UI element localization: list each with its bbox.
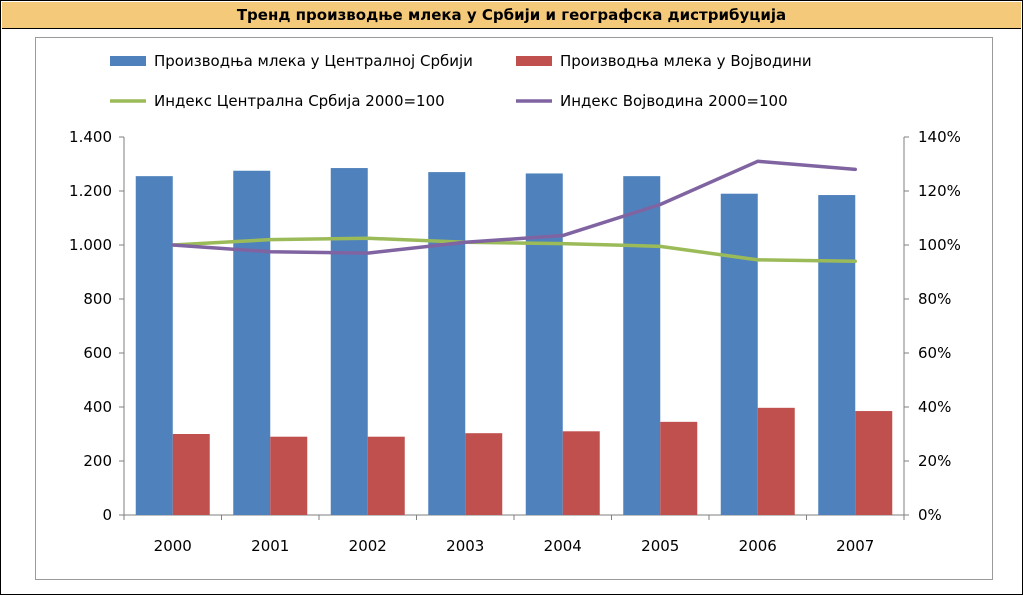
y-left-tick-label: 1.200: [69, 182, 112, 200]
x-tick-label: 2007: [836, 537, 874, 555]
y-right-tick-label: 0%: [918, 506, 942, 524]
y-left-tick-label: 1.400: [69, 128, 112, 146]
bar-vojvodina: [465, 433, 503, 515]
legend-label: Индекс Војводина 2000=100: [560, 92, 788, 110]
x-tick-label: 2005: [641, 537, 679, 555]
y-right-tick-label: 120%: [918, 182, 961, 200]
x-tick-label: 2004: [544, 537, 582, 555]
legend-label: Производња млека у Централној Србији: [154, 52, 473, 70]
y-left-tick-label: 400: [83, 398, 112, 416]
bar-vojvodina: [270, 436, 308, 515]
bar-central-serbia: [330, 168, 368, 516]
bar-central-serbia: [525, 173, 563, 515]
bar-vojvodina: [660, 421, 698, 515]
bar-vojvodina: [367, 436, 405, 515]
x-tick-label: 2006: [739, 537, 777, 555]
legend-swatch: [110, 56, 146, 66]
chart: 0 200 400 600 800 1.000 1.200 1.400 0% 20% 40% 60% 8…: [69, 52, 961, 555]
bar-vojvodina: [562, 431, 600, 515]
y-right-tick-label: 20%: [918, 452, 951, 470]
y-right-tick-label: 40%: [918, 398, 951, 416]
plot-frame: 0 200 400 600 800 1.000 1.200 1.400 0% 20% 40% 60% 8…: [35, 37, 993, 580]
bar-central-serbia: [623, 176, 661, 515]
y-right-tick-label: 80%: [918, 290, 951, 308]
x-tick-label: 2003: [446, 537, 484, 555]
y-right-tick-label: 100%: [918, 236, 961, 254]
y-left-tick-label: 800: [83, 290, 112, 308]
y-left-tick-label: 1.000: [69, 236, 112, 254]
bar-central-serbia: [818, 195, 856, 516]
bar-vojvodina: [855, 411, 893, 515]
legend-swatch: [516, 56, 552, 66]
bar-central-serbia: [135, 176, 173, 515]
legend-label: Производња млека у Војводини: [560, 52, 812, 70]
bar-central-serbia: [428, 172, 466, 515]
x-tick-label: 2000: [154, 537, 192, 555]
bar-vojvodina: [757, 407, 795, 515]
bar-vojvodina: [172, 434, 210, 515]
y-right-tick-label: 140%: [918, 128, 961, 146]
y-left-tick-label: 0: [102, 506, 112, 524]
legend-label: Индекс Централна Србија 2000=100: [154, 92, 445, 110]
x-tick-label: 2001: [251, 537, 289, 555]
line-index-central-serbia: [171, 236, 857, 263]
y-right-tick-label: 60%: [918, 344, 951, 362]
line-index-vojvodina: [171, 159, 857, 255]
x-tick-label: 2002: [349, 537, 387, 555]
y-left-tick-label: 200: [83, 452, 112, 470]
bar-central-serbia: [720, 193, 758, 515]
chart-title: Тренд производње млека у Србији и геогра…: [2, 2, 1021, 29]
y-left-tick-label: 600: [83, 344, 112, 362]
bar-central-serbia: [233, 170, 271, 515]
